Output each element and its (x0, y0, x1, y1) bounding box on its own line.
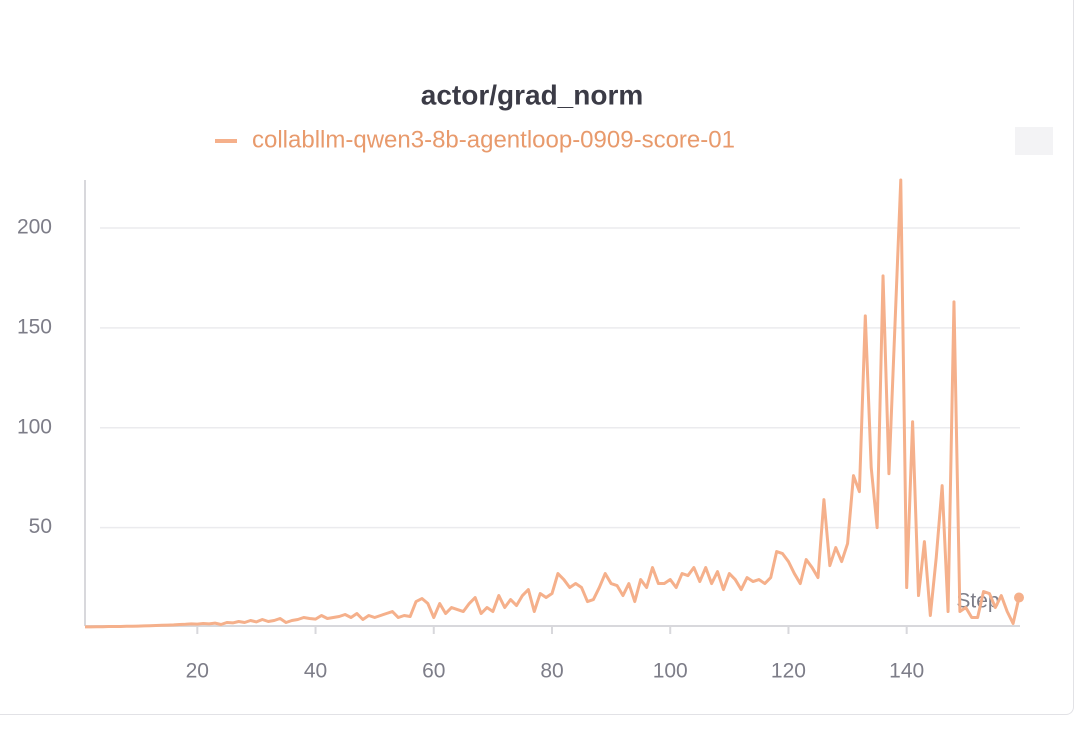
data-line (85, 178, 1021, 629)
x-tick-label: 20 (186, 660, 209, 683)
x-tick-label: 120 (771, 660, 806, 683)
y-tick-label: 50 (29, 515, 52, 538)
y-tick-label: 150 (17, 315, 52, 338)
x-tick-label: 60 (422, 660, 445, 683)
y-tick-label: 200 (17, 215, 52, 238)
toolbar-box[interactable] (1015, 127, 1053, 155)
x-tick-label: 100 (653, 660, 688, 683)
legend-label[interactable]: collabllm-qwen3-8b-agentloop-0909-score-… (252, 126, 735, 153)
x-tick-label: 40 (304, 660, 327, 683)
chart-card (0, 0, 1074, 715)
last-point (1014, 592, 1024, 603)
x-tick-label: 80 (540, 660, 563, 683)
chart-title: actor/grad_norm (421, 79, 644, 110)
y-tick-label: 100 (17, 415, 52, 438)
x-tick-label: 140 (889, 660, 924, 683)
